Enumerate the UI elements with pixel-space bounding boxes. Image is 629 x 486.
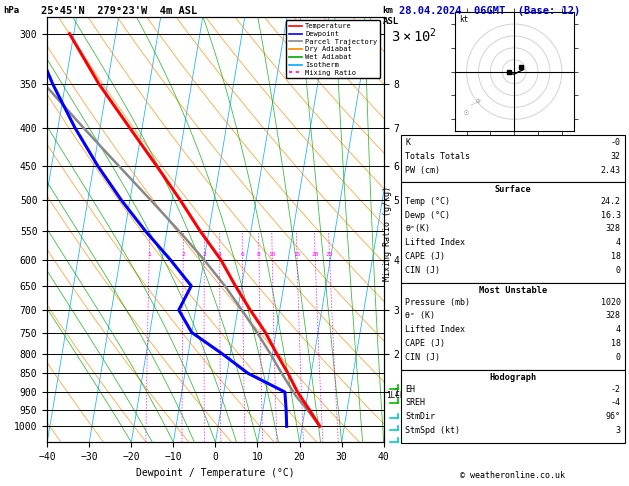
Text: Lifted Index: Lifted Index: [405, 325, 465, 334]
Text: StmDir: StmDir: [405, 412, 435, 421]
Text: 6: 6: [240, 252, 244, 257]
Text: 18: 18: [611, 252, 621, 261]
Text: EH: EH: [405, 384, 415, 394]
Text: 20: 20: [311, 252, 319, 257]
Text: 2.43: 2.43: [601, 166, 621, 175]
Text: 25°45'N  279°23'W  4m ASL: 25°45'N 279°23'W 4m ASL: [41, 6, 197, 16]
Text: 1LCL: 1LCL: [386, 391, 405, 400]
Text: 18: 18: [611, 339, 621, 348]
Text: 4: 4: [616, 238, 621, 247]
Text: Mixing Ratio (g/kg): Mixing Ratio (g/kg): [383, 186, 392, 281]
Text: StmSpd (kt): StmSpd (kt): [405, 426, 460, 435]
Text: ASL: ASL: [382, 17, 399, 26]
Text: 4: 4: [616, 325, 621, 334]
Text: SREH: SREH: [405, 399, 425, 407]
Text: Lifted Index: Lifted Index: [405, 238, 465, 247]
Text: CAPE (J): CAPE (J): [405, 252, 445, 261]
Text: 1020: 1020: [601, 297, 621, 307]
Text: 0: 0: [616, 266, 621, 275]
Text: 4: 4: [218, 252, 221, 257]
Text: 25: 25: [326, 252, 333, 257]
Text: 32: 32: [611, 152, 621, 161]
Text: 328: 328: [606, 312, 621, 320]
Text: Most Unstable: Most Unstable: [479, 286, 547, 295]
Text: hPa: hPa: [3, 6, 19, 15]
X-axis label: Dewpoint / Temperature (°C): Dewpoint / Temperature (°C): [136, 468, 295, 478]
Text: 28.04.2024  06GMT  (Base: 12): 28.04.2024 06GMT (Base: 12): [399, 6, 581, 16]
Legend: Temperature, Dewpoint, Parcel Trajectory, Dry Adiabat, Wet Adiabat, Isotherm, Mi: Temperature, Dewpoint, Parcel Trajectory…: [286, 20, 380, 78]
Text: Dewp (°C): Dewp (°C): [405, 210, 450, 220]
Text: -4: -4: [611, 399, 621, 407]
Text: 328: 328: [606, 225, 621, 233]
Text: ☉: ☉: [464, 107, 469, 117]
Text: K: K: [405, 138, 410, 147]
Text: ☉: ☉: [476, 98, 481, 104]
Text: θᵉ (K): θᵉ (K): [405, 312, 435, 320]
Text: 0: 0: [616, 353, 621, 362]
Text: km: km: [382, 6, 393, 15]
Text: Totals Totals: Totals Totals: [405, 152, 470, 161]
Text: 3: 3: [616, 426, 621, 435]
Text: 1: 1: [147, 252, 151, 257]
Text: CIN (J): CIN (J): [405, 353, 440, 362]
Text: kt: kt: [459, 15, 469, 24]
Text: 96°: 96°: [606, 412, 621, 421]
Text: Hodograph: Hodograph: [489, 373, 537, 382]
Text: Surface: Surface: [494, 185, 532, 194]
Text: PW (cm): PW (cm): [405, 166, 440, 175]
Text: Temp (°C): Temp (°C): [405, 197, 450, 206]
Text: 2: 2: [181, 252, 185, 257]
Text: 16.3: 16.3: [601, 210, 621, 220]
Text: CAPE (J): CAPE (J): [405, 339, 445, 348]
Text: 10: 10: [269, 252, 276, 257]
Text: CIN (J): CIN (J): [405, 266, 440, 275]
Text: © weatheronline.co.uk: © weatheronline.co.uk: [460, 471, 565, 480]
Text: 3: 3: [203, 252, 206, 257]
Text: -2: -2: [611, 384, 621, 394]
Text: Pressure (mb): Pressure (mb): [405, 297, 470, 307]
Text: 8: 8: [257, 252, 261, 257]
Text: -0: -0: [611, 138, 621, 147]
Text: 24.2: 24.2: [601, 197, 621, 206]
Text: θᵉ(K): θᵉ(K): [405, 225, 430, 233]
Text: 15: 15: [293, 252, 301, 257]
